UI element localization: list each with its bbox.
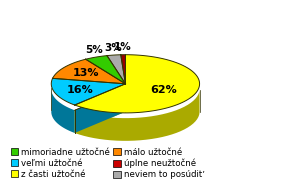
Text: 3%: 3%	[104, 43, 122, 53]
Polygon shape	[53, 59, 126, 84]
Polygon shape	[51, 78, 126, 105]
Polygon shape	[75, 89, 126, 133]
Polygon shape	[121, 55, 126, 84]
Legend: mimoriadne užtočné, veľmi užtočné, z časti užtočné, málo užtočné, úplne neužtočn: mimoriadne užtočné, veľmi užtočné, z čas…	[7, 144, 208, 183]
Polygon shape	[107, 55, 126, 84]
Polygon shape	[86, 56, 126, 84]
Text: 5%: 5%	[85, 45, 103, 55]
Text: 62%: 62%	[150, 85, 177, 95]
Text: 16%: 16%	[66, 85, 93, 95]
Polygon shape	[51, 88, 75, 133]
Polygon shape	[75, 89, 126, 133]
Polygon shape	[75, 90, 199, 141]
Polygon shape	[75, 55, 199, 113]
Text: 13%: 13%	[72, 68, 99, 78]
Text: 1%: 1%	[114, 43, 132, 52]
